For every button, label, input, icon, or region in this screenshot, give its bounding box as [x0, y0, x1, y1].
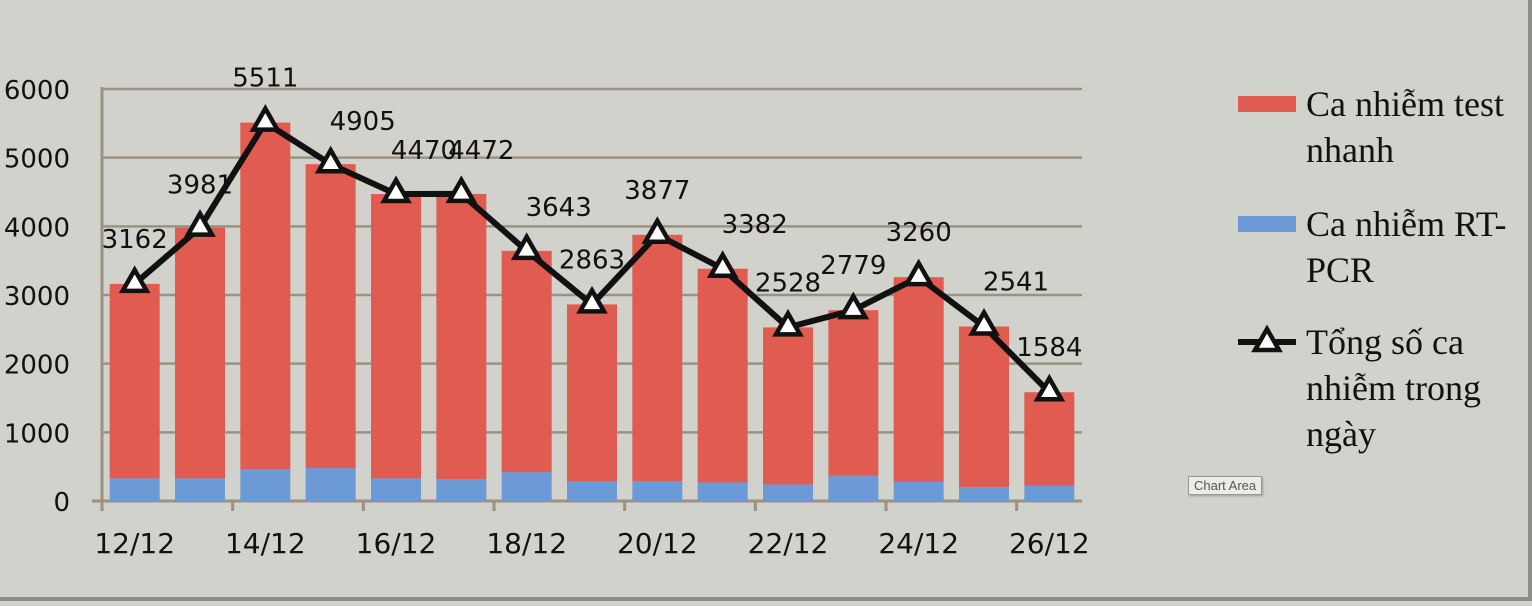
bar-test-nhanh [959, 326, 1009, 488]
bar-rt-pcr [501, 472, 552, 501]
y-tick-label: 3000 [4, 282, 70, 312]
data-label-total: 3981 [167, 171, 233, 201]
legend-label: ngày [1306, 414, 1376, 454]
bar-test-nhanh [240, 122, 291, 470]
bar-test-nhanh [632, 234, 683, 482]
data-label-total: 2779 [820, 251, 886, 281]
data-label-total: 2528 [755, 268, 821, 298]
bar-rt-pcr [632, 481, 683, 501]
bar-rt-pcr [175, 478, 225, 501]
total-marker [772, 308, 804, 337]
legend-label: Ca nhiễm test [1306, 84, 1504, 124]
bar-rt-pcr [893, 481, 944, 501]
legend-swatch [1238, 216, 1296, 232]
data-label-total: 4472 [448, 136, 514, 166]
bar-test-nhanh [501, 250, 552, 473]
bar-rt-pcr [763, 484, 813, 501]
data-label-total: 3643 [526, 193, 592, 223]
x-tick-label: 20/12 [617, 527, 698, 560]
total-marker [249, 104, 282, 132]
bar-rt-pcr [959, 487, 1009, 501]
legend-label: PCR [1306, 250, 1374, 290]
bar-rt-pcr [1024, 485, 1075, 501]
total-marker [837, 291, 870, 320]
bar-test-nhanh [893, 277, 944, 482]
total-marker [184, 209, 216, 237]
bar-test-nhanh [109, 283, 160, 479]
frame-edge-bottom [0, 597, 1532, 601]
y-tick-label: 0 [53, 488, 70, 518]
y-tick-label: 1000 [4, 419, 70, 449]
data-label-total: 3382 [722, 210, 788, 240]
data-label-total: 3260 [886, 218, 952, 248]
bar-test-nhanh [371, 194, 421, 479]
y-tick-label: 4000 [4, 213, 70, 243]
bar-test-nhanh [1024, 392, 1075, 486]
total-marker [902, 258, 935, 287]
x-tick-label: 14/12 [225, 527, 306, 560]
total-marker [706, 250, 739, 279]
bar-test-nhanh [567, 304, 617, 482]
data-label-total: 4470 [391, 136, 457, 166]
legend-label: nhanh [1306, 130, 1394, 170]
data-label-total: 3162 [102, 225, 168, 255]
legend-label: Ca nhiễm RT- [1306, 204, 1507, 244]
bar-rt-pcr [240, 469, 291, 501]
data-label-total: 4905 [330, 107, 396, 137]
total-marker [380, 175, 412, 204]
bar-test-nhanh [436, 193, 487, 480]
bar-test-nhanh [697, 268, 748, 483]
bar-rt-pcr [371, 478, 421, 501]
chart-area-tooltip: Chart Area [1188, 476, 1263, 495]
bar-rt-pcr [305, 468, 356, 501]
bar-rt-pcr [436, 479, 487, 501]
bar-test-nhanh [828, 310, 879, 476]
x-tick-label: 16/12 [356, 527, 437, 560]
x-tick-label: 22/12 [748, 527, 829, 560]
total-marker [445, 175, 478, 204]
legend-label: Tổng số ca [1306, 322, 1464, 362]
data-label-total: 2541 [983, 268, 1049, 298]
y-tick-label: 5000 [4, 145, 70, 175]
total-marker [641, 216, 674, 245]
data-label-total: 2863 [559, 245, 625, 275]
data-label-total: 3877 [624, 176, 690, 206]
total-marker [314, 145, 347, 174]
data-label-total: 1584 [1016, 333, 1082, 363]
x-tick-label: 24/12 [878, 527, 959, 560]
legend-label: nhiễm trong [1306, 368, 1481, 408]
x-tick-label: 26/12 [1009, 527, 1090, 560]
total-marker [1033, 373, 1066, 402]
bar-rt-pcr [697, 482, 748, 501]
x-tick-label: 18/12 [486, 527, 567, 560]
data-label-total: 5511 [232, 64, 298, 94]
frame-edge-right [1528, 0, 1532, 601]
bar-rt-pcr [109, 478, 160, 501]
x-tick-label: 12/12 [94, 527, 175, 560]
bar-test-nhanh [175, 227, 225, 479]
bar-test-nhanh [763, 327, 813, 485]
bar-test-nhanh [305, 164, 356, 469]
total-marker [510, 232, 543, 261]
total-marker [968, 307, 1000, 336]
legend-swatch [1238, 96, 1296, 112]
bar-rt-pcr [828, 475, 879, 501]
total-marker [118, 265, 151, 294]
y-tick-label: 6000 [4, 76, 70, 106]
bar-rt-pcr [567, 481, 617, 501]
total-marker [576, 285, 608, 314]
y-tick-label: 2000 [4, 351, 70, 381]
legend-triangle-marker [1251, 324, 1283, 353]
